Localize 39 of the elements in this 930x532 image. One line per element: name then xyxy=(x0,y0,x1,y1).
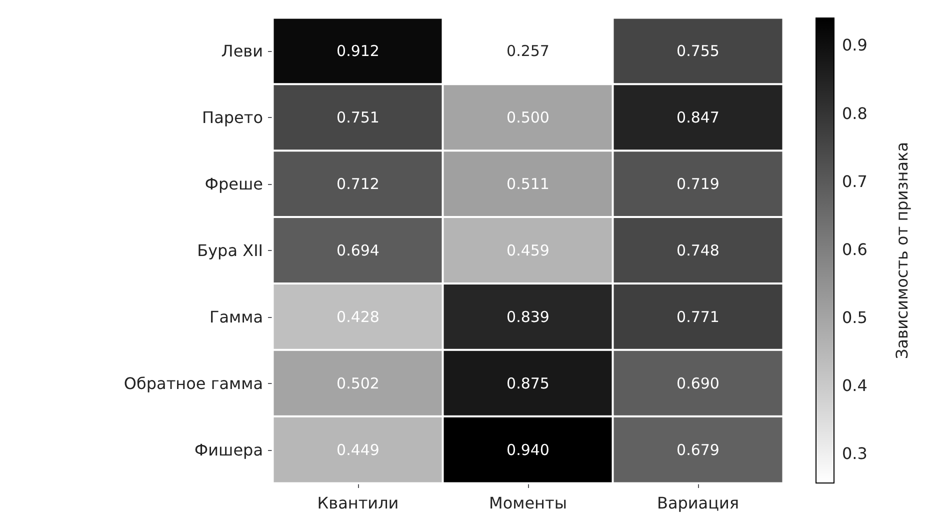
data-label: 0.771 xyxy=(676,308,720,326)
data-label: 0.459 xyxy=(506,242,550,260)
y-tick-label: Фишера xyxy=(194,440,263,460)
y-tick-label: Гамма xyxy=(209,307,263,326)
data-label: 0.912 xyxy=(336,42,380,60)
data-label: 0.694 xyxy=(336,242,380,260)
color-bar-label: 0.8 xyxy=(842,104,868,123)
data-label: 0.748 xyxy=(676,242,720,260)
color-bar-label: 0.6 xyxy=(842,240,868,259)
data-label: 0.755 xyxy=(676,42,720,60)
data-label: 0.690 xyxy=(676,374,720,392)
y-tick-label: Парето xyxy=(202,108,263,128)
data-label: 0.449 xyxy=(336,440,380,459)
y-tick-label: Обратное гамма xyxy=(124,374,263,393)
data-label: 0.500 xyxy=(506,108,550,127)
data-label: 0.751 xyxy=(336,108,380,127)
color-bar-title: Зависимость от признака xyxy=(892,142,912,360)
color-bar-label: 0.4 xyxy=(842,376,868,396)
data-label: 0.719 xyxy=(676,175,720,194)
x-tick-label: Квантили xyxy=(317,494,399,512)
y-tick-label: Леви xyxy=(221,42,263,61)
color-bar-label: 0.7 xyxy=(842,172,868,191)
data-label: 0.839 xyxy=(506,308,550,326)
data-label: 0.511 xyxy=(506,175,550,194)
data-label: 0.847 xyxy=(676,108,720,127)
data-label: 0.940 xyxy=(506,440,550,459)
color-bar-label: 0.3 xyxy=(842,444,868,464)
x-tick-label: Вариация xyxy=(656,494,740,512)
data-label: 0.257 xyxy=(506,42,550,60)
data-label: 0.428 xyxy=(336,308,380,326)
data-label: 0.712 xyxy=(336,175,380,194)
data-label: 0.679 xyxy=(676,440,720,459)
x-tick-label: Моменты xyxy=(489,494,567,512)
data-label: 0.502 xyxy=(336,374,380,392)
color-bar-label: 0.9 xyxy=(842,36,868,55)
color-bar-label: 0.5 xyxy=(842,308,868,328)
y-tick-label: Фреше xyxy=(204,174,263,194)
data-label: 0.875 xyxy=(506,374,550,392)
y-tick-label: Бура XII xyxy=(197,241,263,260)
